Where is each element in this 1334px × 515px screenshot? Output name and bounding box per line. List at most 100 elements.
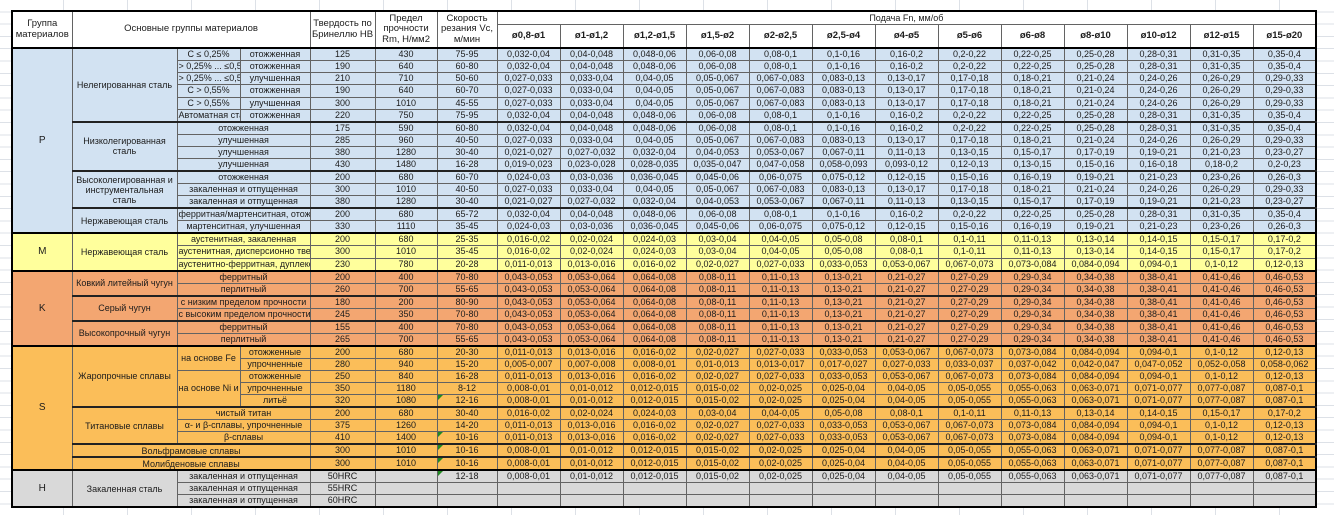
- feed-cell-d2[interactable]: 0,04-0,05: [622, 183, 687, 197]
- feed-cell-d9[interactable]: 0,25-0,28: [1063, 47, 1128, 61]
- feed-cell-d5[interactable]: 0,067-0,11: [811, 195, 876, 209]
- feed-cell-d12[interactable]: 0,29-0,33: [1252, 96, 1317, 110]
- feed-cell-d5[interactable]: 0,05-0,08: [811, 245, 876, 259]
- strength-cell[interactable]: 1010: [374, 183, 438, 197]
- feed-cell-d4[interactable]: 0,11-0,13: [748, 294, 813, 309]
- strength-cell[interactable]: 640: [374, 84, 438, 98]
- subtype-cell[interactable]: на основе Fe: [176, 344, 241, 371]
- hardness-cell[interactable]: 375: [309, 419, 376, 433]
- feed-cell-d6[interactable]: 0,08-0,1: [874, 406, 939, 421]
- feed-cell-d4[interactable]: 0,013-0,017: [748, 357, 813, 371]
- feed-cell-d5[interactable]: 0,13-0,21: [811, 294, 876, 309]
- feed-cell-d0[interactable]: 0,008-0,01: [496, 381, 561, 396]
- feed-cell-d6[interactable]: 0,16-0,2: [874, 108, 939, 123]
- cutting-speed-cell[interactable]: 70-80: [436, 307, 498, 321]
- feed-cell-d11[interactable]: 0,21-0,23: [1189, 145, 1254, 160]
- feed-cell-d11[interactable]: 0,23-0,26: [1189, 170, 1254, 185]
- feed-cell-d12[interactable]: 0,35-0,4: [1252, 207, 1317, 222]
- feed-cell-d5[interactable]: 0,067-0,11: [811, 145, 876, 160]
- feed-cell-d8[interactable]: 0,11-0,13: [1000, 232, 1065, 247]
- feed-cell-d12[interactable]: 0,29-0,33: [1252, 72, 1317, 86]
- subtype-cell[interactable]: > 0,25% ... ≤0,55%: [176, 59, 241, 74]
- strength-cell[interactable]: [374, 469, 438, 484]
- feed-cell-d4[interactable]: 0,027-0,033: [748, 431, 813, 445]
- feed-cell-d2[interactable]: 0,032-0,04: [622, 145, 687, 160]
- feed-cell-d2[interactable]: 0,024-0,03: [622, 232, 687, 247]
- feed-cell-d3[interactable]: 0,06-0,08: [685, 108, 750, 123]
- feed-cell-d9[interactable]: 0,25-0,28: [1063, 108, 1128, 123]
- feed-cell-d8[interactable]: 0,22-0,25: [1000, 120, 1065, 135]
- feed-cell-d2[interactable]: 0,04-0,05: [622, 133, 687, 147]
- feed-cell-d12[interactable]: 0,17-0,2: [1252, 406, 1317, 421]
- cutting-speed-cell[interactable]: 35-45: [436, 220, 498, 234]
- hardness-cell[interactable]: 410: [309, 431, 376, 445]
- feed-cell-d3[interactable]: 0,06-0,08: [685, 47, 750, 61]
- feed-cell-d11[interactable]: 0,1-0,12: [1189, 257, 1254, 271]
- cutting-speed-cell[interactable]: 80-90: [436, 294, 498, 309]
- feed-cell-d9[interactable]: 0,063-0,071: [1063, 469, 1128, 484]
- feed-cell-d6[interactable]: 0,027-0,033: [874, 357, 939, 371]
- feed-cell-d2[interactable]: 0,048-0,06: [622, 120, 687, 135]
- cutting-speed-cell[interactable]: 30-40: [436, 195, 498, 209]
- feed-cell-d12[interactable]: 0,12-0,13: [1252, 369, 1317, 383]
- feed-cell-d2[interactable]: 0,016-0,02: [622, 257, 687, 271]
- feed-cell-d5[interactable]: 0,05-0,08: [811, 406, 876, 421]
- feed-cell-d4[interactable]: 0,04-0,05: [748, 232, 813, 247]
- feed-cell-d5[interactable]: 0,1-0,16: [811, 59, 876, 74]
- strength-cell[interactable]: 430: [374, 47, 438, 61]
- feed-cell-d12[interactable]: 0,12-0,13: [1252, 419, 1317, 433]
- feed-cell-d11[interactable]: [1189, 494, 1254, 508]
- feed-cell-d11[interactable]: 0,31-0,35: [1189, 59, 1254, 74]
- feed-cell-d3[interactable]: 0,015-0,02: [685, 469, 750, 484]
- feed-cell-d7[interactable]: 0,27-0,29: [937, 294, 1002, 309]
- feed-cell-d0[interactable]: 0,043-0,053: [496, 269, 561, 284]
- feed-cell-d2[interactable]: 0,012-0,015: [622, 456, 687, 471]
- feed-cell-d9[interactable]: 0,17-0,19: [1063, 195, 1128, 209]
- feed-cell-d12[interactable]: 0,23-0,27: [1252, 195, 1317, 209]
- feed-cell-d5[interactable]: 0,13-0,21: [811, 319, 876, 334]
- feed-cell-d8[interactable]: 0,055-0,063: [1000, 443, 1065, 458]
- feed-cell-d7[interactable]: 0,27-0,29: [937, 332, 1002, 346]
- feed-cell-d3[interactable]: 0,08-0,11: [685, 294, 750, 309]
- feed-cell-d0[interactable]: 0,027-0,033: [496, 133, 561, 147]
- feed-cell-d7[interactable]: 0,27-0,29: [937, 282, 1002, 296]
- feed-cell-d5[interactable]: 0,1-0,16: [811, 47, 876, 61]
- feed-cell-d2[interactable]: 0,028-0,035: [622, 158, 687, 172]
- hardness-cell[interactable]: 50HRC: [309, 469, 376, 484]
- feed-cell-d2[interactable]: 0,036-0,045: [622, 170, 687, 185]
- strength-cell[interactable]: 780: [374, 257, 438, 271]
- feed-cell-d11[interactable]: 0,21-0,23: [1189, 195, 1254, 209]
- feed-cell-d11[interactable]: 0,077-0,087: [1189, 443, 1254, 458]
- state-cell[interactable]: отожженная: [239, 108, 311, 123]
- cutting-speed-cell[interactable]: 60-70: [436, 84, 498, 98]
- feed-cell-d12[interactable]: [1252, 494, 1317, 508]
- feed-cell-d7[interactable]: 0,17-0,18: [937, 84, 1002, 98]
- feed-cell-d5[interactable]: 0,083-0,13: [811, 84, 876, 98]
- feed-cell-d10[interactable]: [1126, 482, 1191, 496]
- feed-cell-d3[interactable]: 0,015-0,02: [685, 443, 750, 458]
- feed-cell-d3[interactable]: 0,015-0,02: [685, 381, 750, 396]
- feed-cell-d3[interactable]: 0,06-0,08: [685, 59, 750, 74]
- hardness-cell[interactable]: 380: [309, 195, 376, 209]
- state-cell[interactable]: отожженная: [239, 59, 311, 74]
- feed-cell-d10[interactable]: 0,047-0,052: [1126, 357, 1191, 371]
- strength-cell[interactable]: 680: [374, 344, 438, 359]
- feed-cell-d4[interactable]: 0,067-0,083: [748, 96, 813, 110]
- feed-cell-d9[interactable]: 0,13-0,14: [1063, 245, 1128, 259]
- cutting-speed-cell[interactable]: 20-30: [436, 344, 498, 359]
- feed-cell-d4[interactable]: 0,067-0,083: [748, 133, 813, 147]
- strength-cell[interactable]: 960: [374, 133, 438, 147]
- feed-cell-d10[interactable]: 0,071-0,077: [1126, 469, 1191, 484]
- family-name-cell[interactable]: Нержавеющая сталь: [71, 207, 178, 234]
- strength-cell[interactable]: 750: [374, 108, 438, 123]
- feed-cell-d1[interactable]: 0,02-0,024: [559, 232, 624, 247]
- feed-cell-d0[interactable]: 0,043-0,053: [496, 282, 561, 296]
- header-material-group[interactable]: Группа материалов: [11, 10, 73, 49]
- cutting-speed-cell[interactable]: 50-60: [436, 72, 498, 86]
- feed-cell-d3[interactable]: 0,02-0,027: [685, 344, 750, 359]
- feed-cell-d1[interactable]: 0,013-0,016: [559, 431, 624, 445]
- feed-cell-d1[interactable]: 0,013-0,016: [559, 419, 624, 433]
- feed-cell-d12[interactable]: 0,26-0,3: [1252, 170, 1317, 185]
- feed-cell-d12[interactable]: 0,35-0,4: [1252, 120, 1317, 135]
- feed-cell-d11[interactable]: 0,077-0,087: [1189, 381, 1254, 396]
